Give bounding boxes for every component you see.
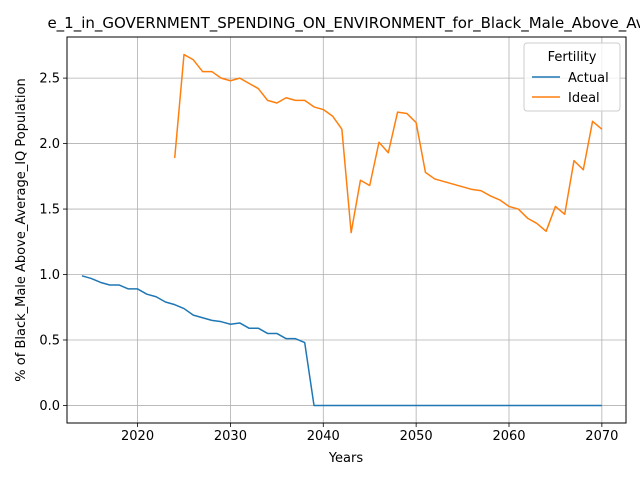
y-tick-label: 1.5 — [39, 203, 60, 218]
y-tick-label: 1.0 — [39, 268, 60, 283]
y-axis-label: % of Black_Male Above_Average_IQ Populat… — [14, 78, 29, 381]
y-tick-label: 2.5 — [39, 72, 60, 87]
legend-label-actual: Actual — [568, 71, 609, 86]
y-axis: 0.0 0.5 1.0 1.5 2.0 2.5 — [39, 72, 67, 414]
x-axis-label: Years — [328, 451, 364, 466]
legend-label-ideal: Ideal — [568, 91, 600, 106]
series-line-ideal — [173, 53, 603, 234]
legend-title: Fertility — [548, 50, 597, 65]
x-tick-label: 2070 — [585, 429, 618, 444]
series-line-actual — [81, 275, 602, 407]
grid — [67, 37, 626, 423]
legend: Fertility Actual Ideal — [523, 42, 621, 112]
series-lines — [81, 53, 603, 407]
plot-frame — [66, 36, 627, 424]
x-axis: 2020 2030 2040 2050 2060 2070 — [121, 423, 618, 444]
x-tick-label: 2050 — [400, 429, 433, 444]
x-tick-label: 2030 — [214, 429, 247, 444]
legend-box — [523, 42, 621, 112]
y-tick-label: 0.5 — [39, 333, 60, 348]
x-tick-label: 2060 — [492, 429, 525, 444]
y-tick-label: 2.0 — [39, 137, 60, 152]
y-tick-label: 0.0 — [39, 399, 60, 414]
x-tick-label: 2040 — [307, 429, 340, 444]
chart-title: e_1_in_GOVERNMENT_SPENDING_ON_ENVIRONMEN… — [47, 14, 640, 33]
x-tick-label: 2020 — [121, 429, 154, 444]
